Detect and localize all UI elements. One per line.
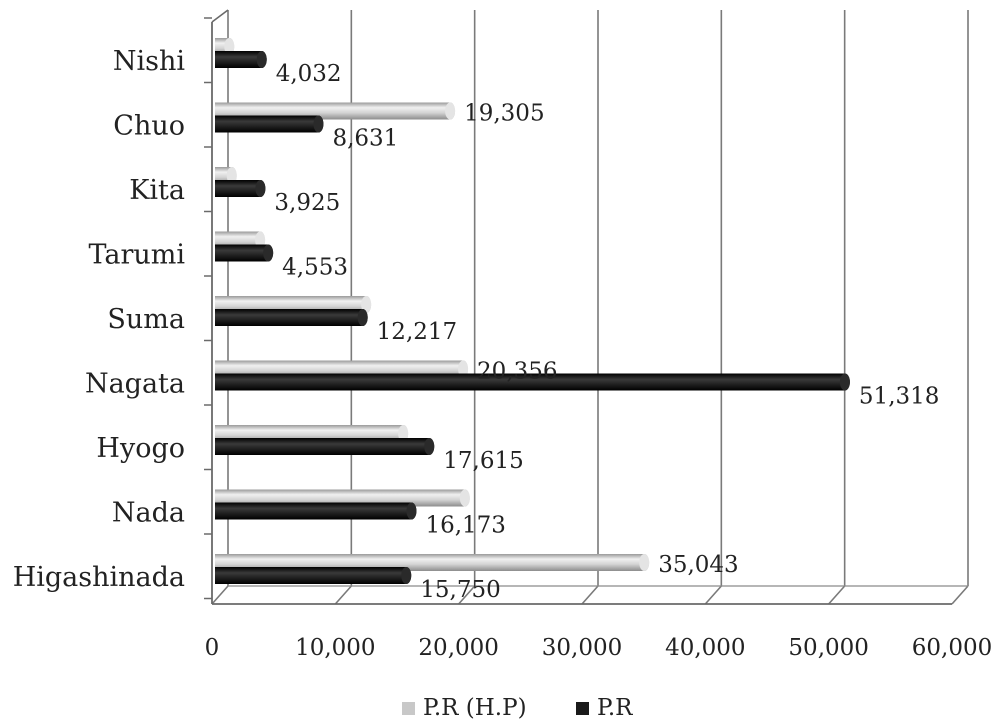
bar-pr-cap <box>357 309 368 326</box>
bar-pr-body <box>215 244 274 262</box>
bar-pr-body <box>215 502 417 520</box>
data-label-pr: 3,925 <box>274 190 340 216</box>
data-label-pr: 51,318 <box>859 384 939 410</box>
bar-pr-hp-body <box>215 425 409 442</box>
bar-pr-cap <box>263 244 274 262</box>
bar-pr-hp <box>215 360 469 378</box>
bar-pr-hp-cap <box>459 489 470 507</box>
bar-pr-hp <box>215 102 456 120</box>
x-tick-label: 0 <box>205 635 220 661</box>
bar-pr-hp-body <box>215 102 456 120</box>
legend-pr-hp-label: P.R (H.P) <box>423 695 527 721</box>
x-tick-label: 60,000 <box>912 635 992 661</box>
bars <box>215 38 850 584</box>
floor-gridline <box>334 585 352 605</box>
data-label-pr: 17,615 <box>443 448 523 474</box>
floor-gridline <box>581 585 599 605</box>
bar-pr <box>215 373 850 391</box>
bar-pr-body <box>215 180 266 197</box>
bar-pr-hp-cap <box>224 38 235 55</box>
data-label-pr-hp: 20,356 <box>477 359 557 385</box>
category-label: Hyogo <box>96 433 185 464</box>
floor-gridline <box>458 585 476 605</box>
category-label: Suma <box>107 304 185 335</box>
bar-pr <box>215 51 267 68</box>
bar-pr-body <box>215 438 435 455</box>
category-label: Kita <box>129 175 185 206</box>
bar-pr-cap <box>313 115 324 133</box>
bar-pr-hp <box>215 554 650 571</box>
bar-pr-cap <box>424 438 435 455</box>
bar-pr-hp-cap <box>361 296 372 313</box>
bar-pr-hp-cap <box>458 360 469 378</box>
bar-pr-body <box>215 373 850 391</box>
bar-pr-hp-body <box>215 231 266 249</box>
bar-pr-cap <box>255 180 266 197</box>
bar-pr-body <box>215 309 368 326</box>
data-label-pr: 4,032 <box>276 61 342 87</box>
bar-pr-body <box>215 567 412 584</box>
bar-pr <box>215 309 368 326</box>
category-label: Nagata <box>85 369 185 400</box>
legend-pr-hp-swatch <box>402 702 415 715</box>
bar-pr <box>215 115 324 133</box>
bar-pr-hp <box>215 167 237 184</box>
bar-pr <box>215 567 412 584</box>
bar-pr-hp-cap <box>445 102 456 120</box>
bar-pr-hp <box>215 296 372 313</box>
y-axis-top-edge <box>211 9 229 23</box>
bar-pr-hp <box>215 38 235 55</box>
bar-pr-hp-cap <box>255 231 266 249</box>
bar-pr <box>215 502 417 520</box>
bar-pr-hp <box>215 489 470 507</box>
x-tick-label: 40,000 <box>665 635 745 661</box>
floor-gridline <box>951 585 969 605</box>
x-tick-label: 30,000 <box>542 635 622 661</box>
bar-pr-hp <box>215 231 266 249</box>
data-label-pr: 16,173 <box>425 513 505 539</box>
bar-pr-hp-cap <box>226 167 237 184</box>
bar-pr-hp-cap <box>639 554 650 571</box>
legend: P.R (H.P) P.R <box>402 695 633 721</box>
floor-gridline <box>704 585 722 605</box>
category-label: Nishi <box>113 46 186 77</box>
data-label-pr: 4,553 <box>282 255 348 281</box>
x-tick-label: 10,000 <box>295 635 375 661</box>
category-label: Tarumi <box>88 240 185 271</box>
bar-pr-cap <box>839 373 850 391</box>
bar-pr <box>215 438 435 455</box>
data-label-pr: 12,217 <box>377 319 457 345</box>
bar-pr-body <box>215 115 324 133</box>
bar-pr-hp-body <box>215 360 469 378</box>
category-label: Nada <box>112 498 185 529</box>
legend-pr-label: P.R <box>597 695 633 721</box>
bar-pr-body <box>215 51 267 68</box>
bar-pr <box>215 180 266 197</box>
floor-gridline <box>828 585 846 605</box>
bar-pr-hp-body <box>215 489 470 507</box>
data-label-pr-hp: 19,305 <box>464 101 544 127</box>
bar-pr-hp-cap <box>398 425 409 442</box>
bar-pr <box>215 244 274 262</box>
legend-pr-swatch <box>576 702 589 715</box>
labels: Nishi 4,032 Chuo 19,305 8,631 Kita 3,925 Tarumi… <box>13 46 940 603</box>
bar-pr-cap <box>401 567 412 584</box>
bar-pr-cap <box>256 51 267 68</box>
data-label-pr-hp: 35,043 <box>658 552 738 578</box>
bar-pr-hp-body <box>215 296 372 313</box>
floor-gridline <box>211 585 229 605</box>
x-tick-label: 50,000 <box>788 635 868 661</box>
bar-pr-cap <box>406 502 417 520</box>
category-label: Chuo <box>113 111 185 142</box>
bar-pr-hp-body <box>215 554 650 571</box>
x-tick-label: 20,000 <box>418 635 498 661</box>
data-label-pr: 15,750 <box>420 577 500 603</box>
bar-pr-hp <box>215 425 409 442</box>
category-label: Higashinada <box>13 562 185 593</box>
data-label-pr: 8,631 <box>332 126 398 152</box>
